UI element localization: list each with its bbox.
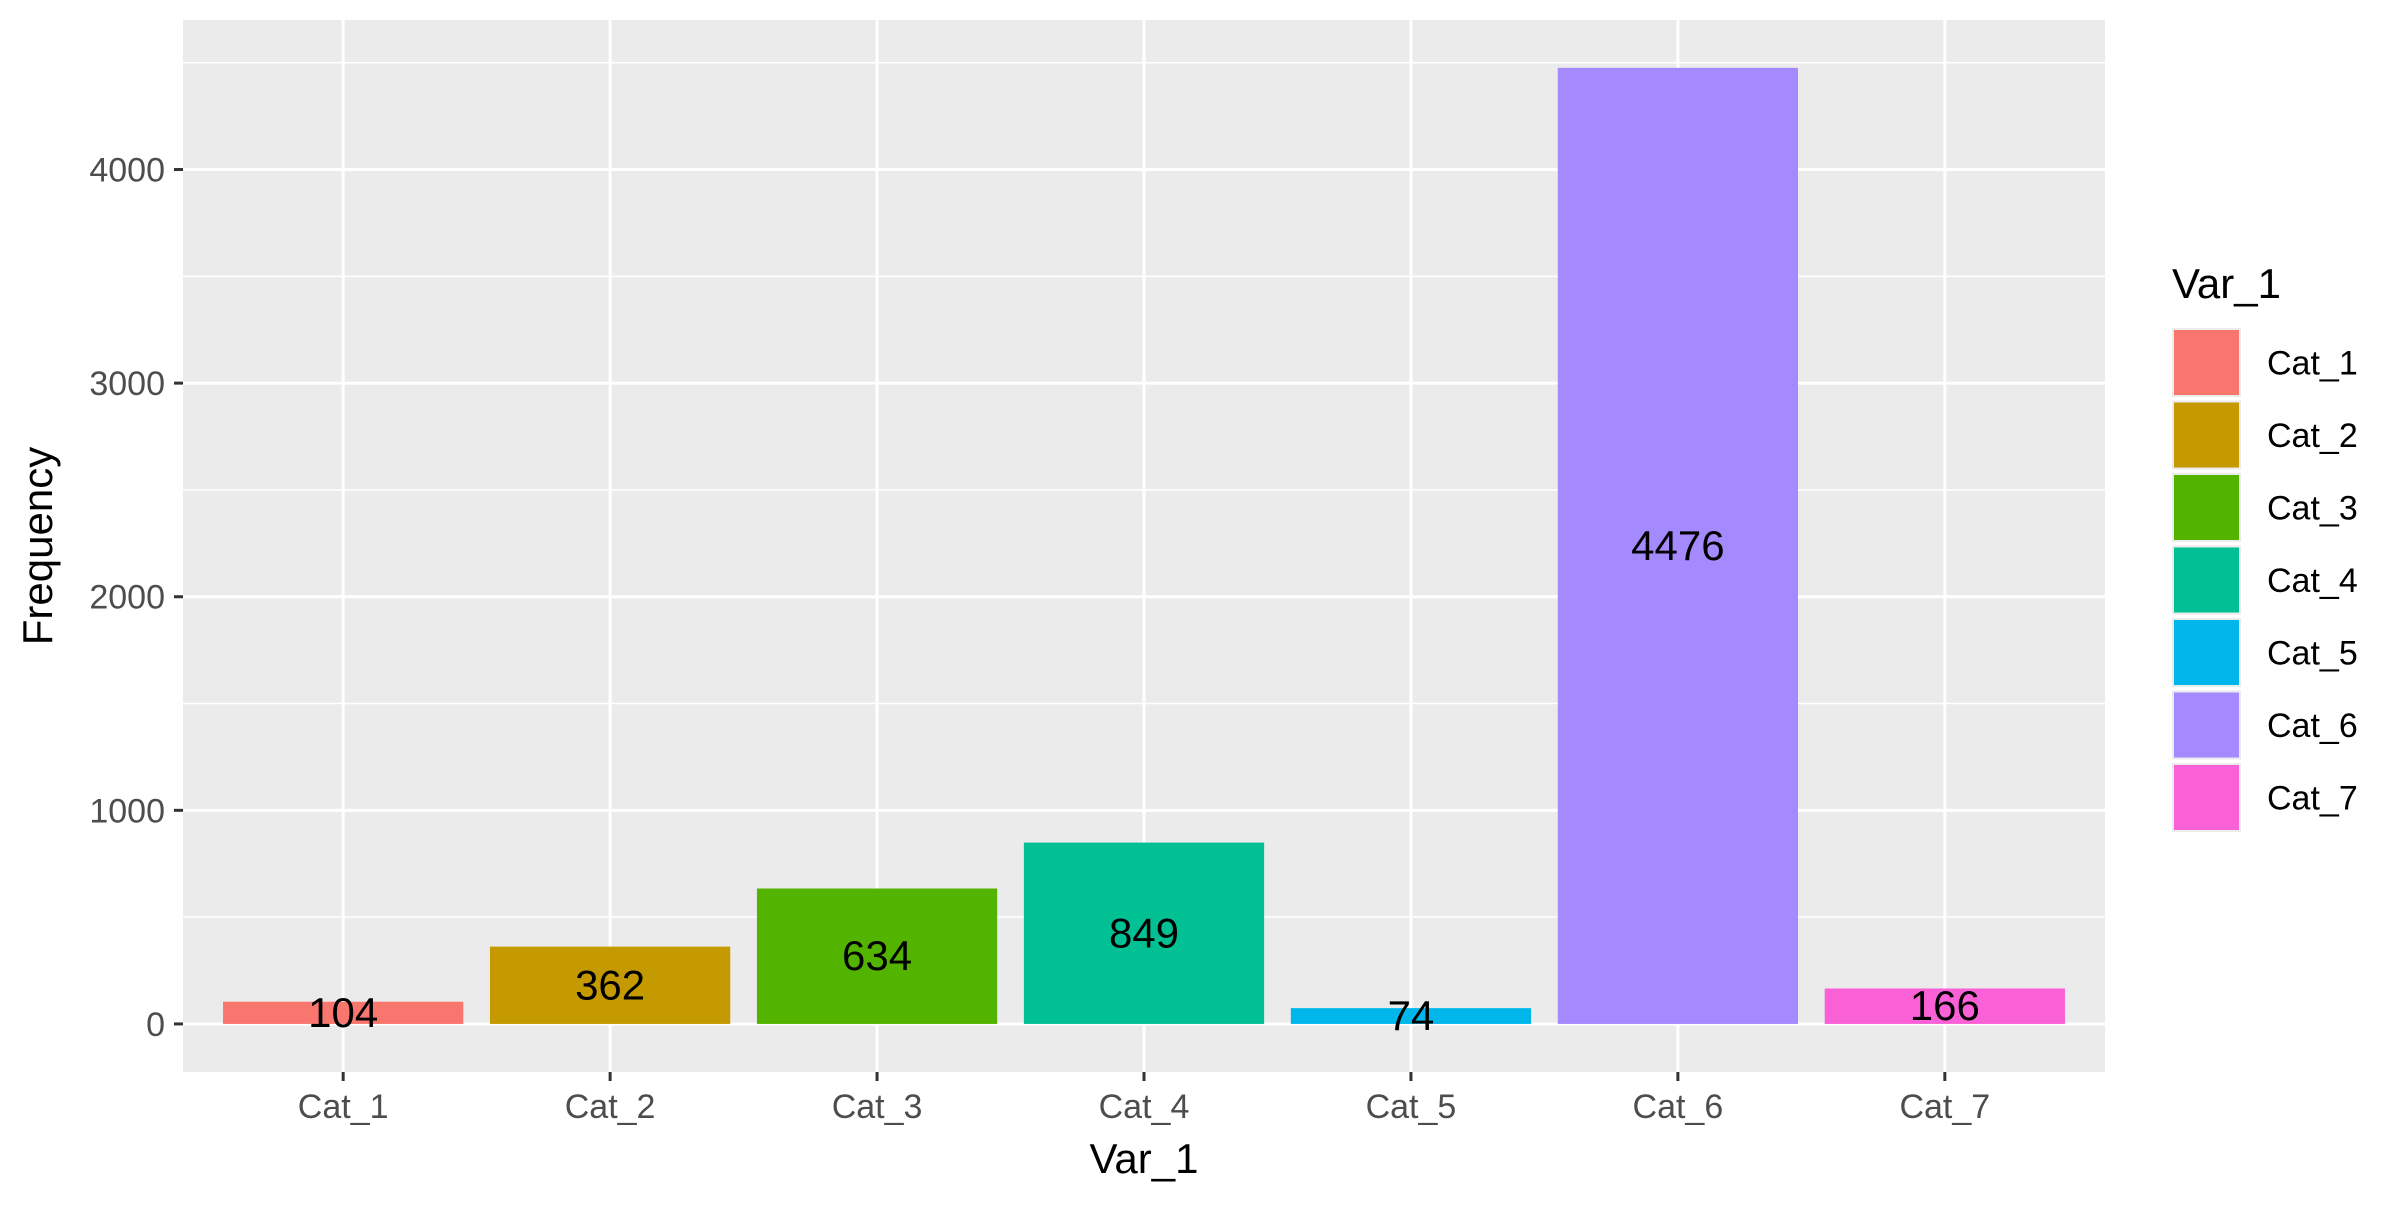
bar-cat-6 <box>1557 67 1799 1024</box>
legend-swatch <box>2174 402 2239 468</box>
legend-swatch <box>2174 475 2239 540</box>
legend-title: Var_1 <box>2172 260 2281 307</box>
legend-label: Cat_5 <box>2267 635 2358 673</box>
x-tick-label: Cat_6 <box>1633 1088 1724 1126</box>
bar-cat-5 <box>1290 1008 1532 1024</box>
legend-label: Cat_7 <box>2267 780 2358 818</box>
x-tick-label: Cat_5 <box>1366 1088 1457 1126</box>
legend-swatch <box>2174 547 2239 613</box>
legend-label: Cat_6 <box>2267 707 2358 745</box>
legend-label: Cat_3 <box>2267 490 2358 528</box>
bar-cat-4 <box>1023 842 1265 1024</box>
x-axis-title: Var_1 <box>1090 1135 1199 1182</box>
x-axis: Cat_1 Cat_2 Cat_3 Cat_4 Cat_5 Cat_6 Cat_7 <box>298 1072 1990 1126</box>
legend-label: Cat_2 <box>2267 417 2358 455</box>
legend-swatch <box>2174 620 2239 685</box>
x-tick-label: Cat_1 <box>298 1088 389 1126</box>
bar-cat-7 <box>1824 988 2065 1024</box>
legend-swatch <box>2174 692 2239 758</box>
bars-group <box>223 67 2065 1024</box>
x-tick-label: Cat_7 <box>1899 1088 1990 1126</box>
bar-cat-1 <box>223 1001 464 1024</box>
y-tick-label: 1000 <box>89 792 165 830</box>
y-tick-label: 4000 <box>89 152 165 190</box>
y-tick-label: 0 <box>146 1006 165 1044</box>
legend-label: Cat_4 <box>2267 562 2358 600</box>
y-tick-label: 2000 <box>89 579 165 617</box>
bar-data-label: 104 <box>308 989 378 1036</box>
x-tick-label: Cat_4 <box>1099 1088 1190 1126</box>
bar-cat-3 <box>756 888 998 1024</box>
bar-data-label: 4476 <box>1631 522 1724 569</box>
legend-swatch <box>2174 330 2239 395</box>
bar-labels-group: 104 362 634 849 74 4476 166 <box>308 522 1980 1039</box>
y-axis-title: Frequency <box>14 447 61 645</box>
y-tick-label: 3000 <box>89 365 165 403</box>
legend-swatch <box>2174 765 2239 830</box>
bar-data-label: 849 <box>1109 909 1179 956</box>
bar-data-label: 634 <box>842 932 912 979</box>
legend-label: Cat_1 <box>2267 345 2358 383</box>
x-tick-label: Cat_2 <box>565 1088 656 1126</box>
x-tick-label: Cat_3 <box>832 1088 923 1126</box>
y-axis: 0 1000 2000 3000 4000 <box>89 152 183 1044</box>
legend: Var_1 Cat_1 Cat_2 Cat_3 Cat_4 Cat_5 Cat_6 Cat_… <box>2172 260 2358 832</box>
bar-cat-2 <box>489 946 731 1024</box>
bar-data-label: 166 <box>1910 982 1980 1029</box>
bar-data-label: 362 <box>575 961 645 1008</box>
bar-data-label: 74 <box>1388 992 1435 1039</box>
